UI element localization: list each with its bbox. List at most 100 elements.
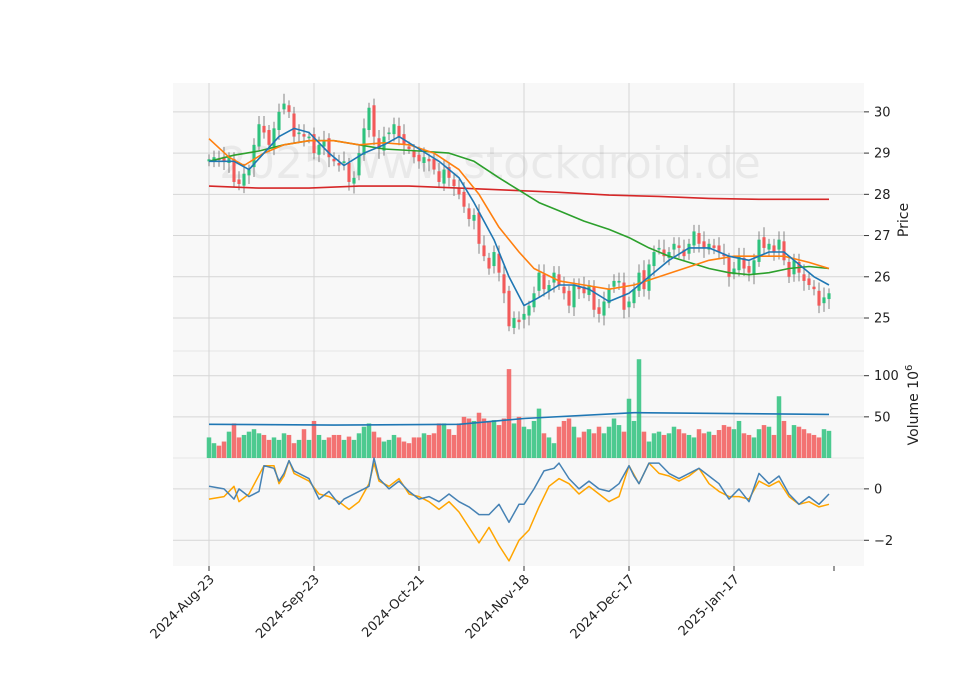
volume-bar (676, 429, 682, 458)
moving-average-lines (208, 127, 830, 562)
volume-bar (456, 423, 462, 458)
volume-axis-label: Volume 106 (904, 365, 922, 446)
volume-tick-label: 50 (874, 410, 891, 425)
candle-body (342, 161, 346, 163)
candle-body (372, 105, 376, 137)
candle-body (297, 132, 301, 135)
volume-bar (706, 431, 712, 458)
volume-bar (786, 434, 792, 458)
candle-body (667, 252, 671, 258)
candle-body (477, 212, 481, 244)
candle-body (227, 157, 231, 163)
volume-bar (596, 426, 602, 458)
volume-bar (721, 425, 727, 458)
volume-bar (226, 431, 232, 458)
volume-bar (766, 426, 772, 458)
volume-bar (796, 426, 802, 458)
volume-bar (506, 369, 512, 458)
volume-bar (236, 437, 242, 458)
candle-body (482, 245, 486, 257)
candle-body (787, 261, 791, 277)
volume-bar (276, 439, 282, 458)
candle-body (702, 241, 706, 248)
candle-body (652, 252, 656, 267)
volume-bar (411, 437, 417, 458)
candle-body (777, 239, 781, 250)
candle-body (522, 313, 526, 320)
volume-bar (561, 420, 567, 458)
candle-body (762, 237, 766, 248)
volume-bar (641, 431, 647, 458)
candle-body (807, 278, 811, 286)
candle-body (277, 111, 281, 131)
volume-bar (606, 426, 612, 458)
candle-body (782, 241, 786, 261)
volume-bar (586, 429, 592, 458)
candle-body (712, 245, 716, 248)
candle-body (707, 243, 711, 250)
volume-bar (376, 437, 382, 458)
volume-bar (286, 434, 292, 458)
volume-bar (396, 437, 402, 458)
candle-body (662, 249, 666, 257)
candle-body (327, 138, 331, 158)
candle-body (607, 289, 611, 304)
candle-body (387, 132, 391, 135)
volume-bar (556, 426, 562, 458)
candle-body (597, 307, 601, 314)
candle-body (232, 158, 236, 182)
volume-bar (331, 434, 337, 458)
volume-bar (321, 439, 327, 458)
volume-bar (741, 433, 747, 458)
candle-body (317, 144, 321, 155)
volume-bar (381, 441, 387, 458)
volume-bar (611, 418, 617, 458)
candle-body (527, 305, 531, 316)
volume-bar (361, 426, 367, 458)
volume-bar (461, 416, 467, 458)
volume-bar (571, 426, 577, 458)
candle-body (432, 158, 436, 170)
candle-body (717, 245, 721, 253)
candle-body (742, 257, 746, 269)
volume-bar (591, 433, 597, 458)
volume-bar (416, 437, 422, 458)
candle-body (557, 274, 561, 286)
chart-panels (173, 83, 864, 566)
volume-bar (771, 434, 777, 458)
oscillator-main-line (208, 457, 830, 524)
volume-bar (491, 420, 497, 458)
volume-bar (521, 426, 527, 458)
volume-bar (511, 423, 517, 458)
volume-bar (271, 437, 277, 458)
volume-bar (356, 433, 362, 458)
candle-body (357, 153, 361, 176)
volume-bar (291, 443, 297, 458)
volume-bar (776, 396, 782, 458)
volume-bar (421, 433, 427, 458)
candle-body (457, 187, 461, 195)
volume-bar (241, 434, 247, 458)
candle-body (542, 274, 546, 290)
volume-bar (391, 434, 397, 458)
volume-bar (711, 434, 717, 458)
volume-bar (761, 425, 767, 458)
volume-bar (466, 418, 472, 458)
candle-body (747, 266, 751, 273)
volume-bar (826, 430, 832, 458)
candle-body (362, 128, 366, 155)
volume-bar (371, 431, 377, 458)
volume-tick-label: 100 (874, 369, 899, 384)
candle-body (822, 297, 826, 304)
candle-body (222, 156, 226, 162)
candle-body (322, 140, 326, 147)
volume-bar (736, 420, 742, 458)
candle-body (507, 290, 511, 327)
price-tick-label: 29 (874, 147, 891, 162)
candle-body (517, 319, 521, 323)
volume-bar (451, 434, 457, 458)
candle-body (697, 233, 701, 244)
volume-bar (551, 443, 557, 458)
candle-body (737, 256, 741, 271)
candle-body (502, 274, 506, 294)
